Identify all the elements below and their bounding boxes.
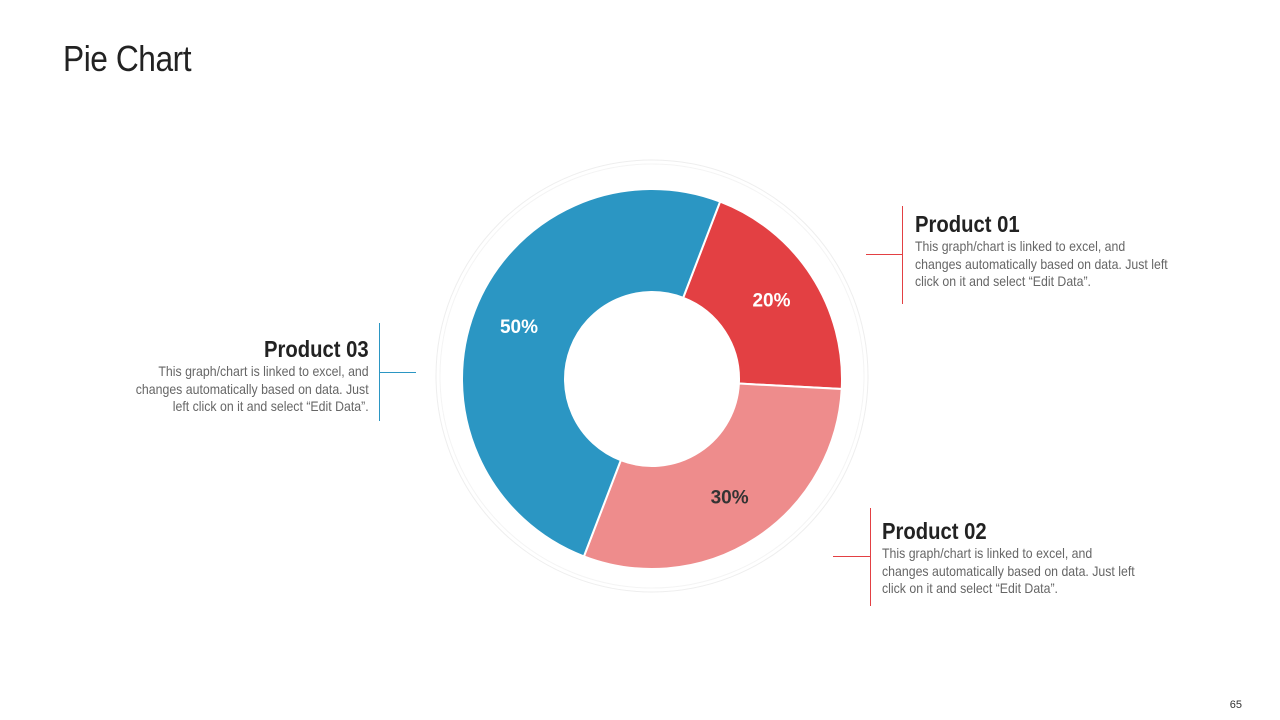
divider-product-01 [902, 206, 903, 304]
divider-product-03 [379, 323, 380, 421]
callout-text: This graph/chart is linked to excel, and… [882, 545, 1135, 598]
callout-product-02: Product 02 This graph/chart is linked to… [882, 517, 1169, 598]
callout-text-line: changes automatically based on data. Jus… [915, 255, 1168, 272]
callout-text-line: This graph/chart is linked to excel, and [915, 238, 1126, 254]
donut-slices [461, 188, 843, 570]
connector-product-01 [866, 254, 902, 255]
callout-heading: Product 01 [915, 211, 1020, 237]
connector-product-03 [380, 372, 416, 373]
chart-outer-ring-inner [439, 163, 865, 589]
callout-text-line: changes automatically based on data. Jus… [136, 380, 369, 397]
callout-text: This graph/chart is linked to excel, and… [136, 363, 369, 416]
callout-text-line: click on it and select “Edit Data”. [915, 273, 1091, 289]
page-title: Pie Chart [63, 38, 192, 79]
callout-text-line: changes automatically based on data. Jus… [882, 562, 1135, 579]
callout-text-line: click on it and select “Edit Data”. [882, 580, 1058, 596]
chart-outer-ring [435, 159, 869, 593]
donut-slice[interactable] [681, 200, 843, 390]
callout-text-line: This graph/chart is linked to excel, and [158, 363, 369, 379]
donut-slice[interactable] [461, 188, 722, 558]
page-number: 65 [1229, 699, 1242, 711]
callout-text-line: left click on it and select “Edit Data”. [173, 398, 369, 414]
callout-text-line: This graph/chart is linked to excel, and [882, 545, 1093, 561]
slice-label: 50% [500, 317, 538, 338]
donut-labels: 20% 30% 50% [500, 290, 791, 508]
divider-product-02 [870, 508, 871, 606]
callout-product-01: Product 01 This graph/chart is linked to… [915, 210, 1202, 291]
callout-product-03: Product 03 This graph/chart is linked to… [104, 335, 369, 416]
callout-text: This graph/chart is linked to excel, and… [915, 238, 1168, 291]
callout-heading: Product 02 [882, 518, 987, 544]
slice-label: 30% [711, 488, 749, 509]
slice-label: 20% [752, 290, 790, 311]
callout-heading: Product 03 [264, 336, 369, 362]
donut-slice[interactable] [582, 382, 843, 570]
connector-product-02 [833, 556, 870, 557]
